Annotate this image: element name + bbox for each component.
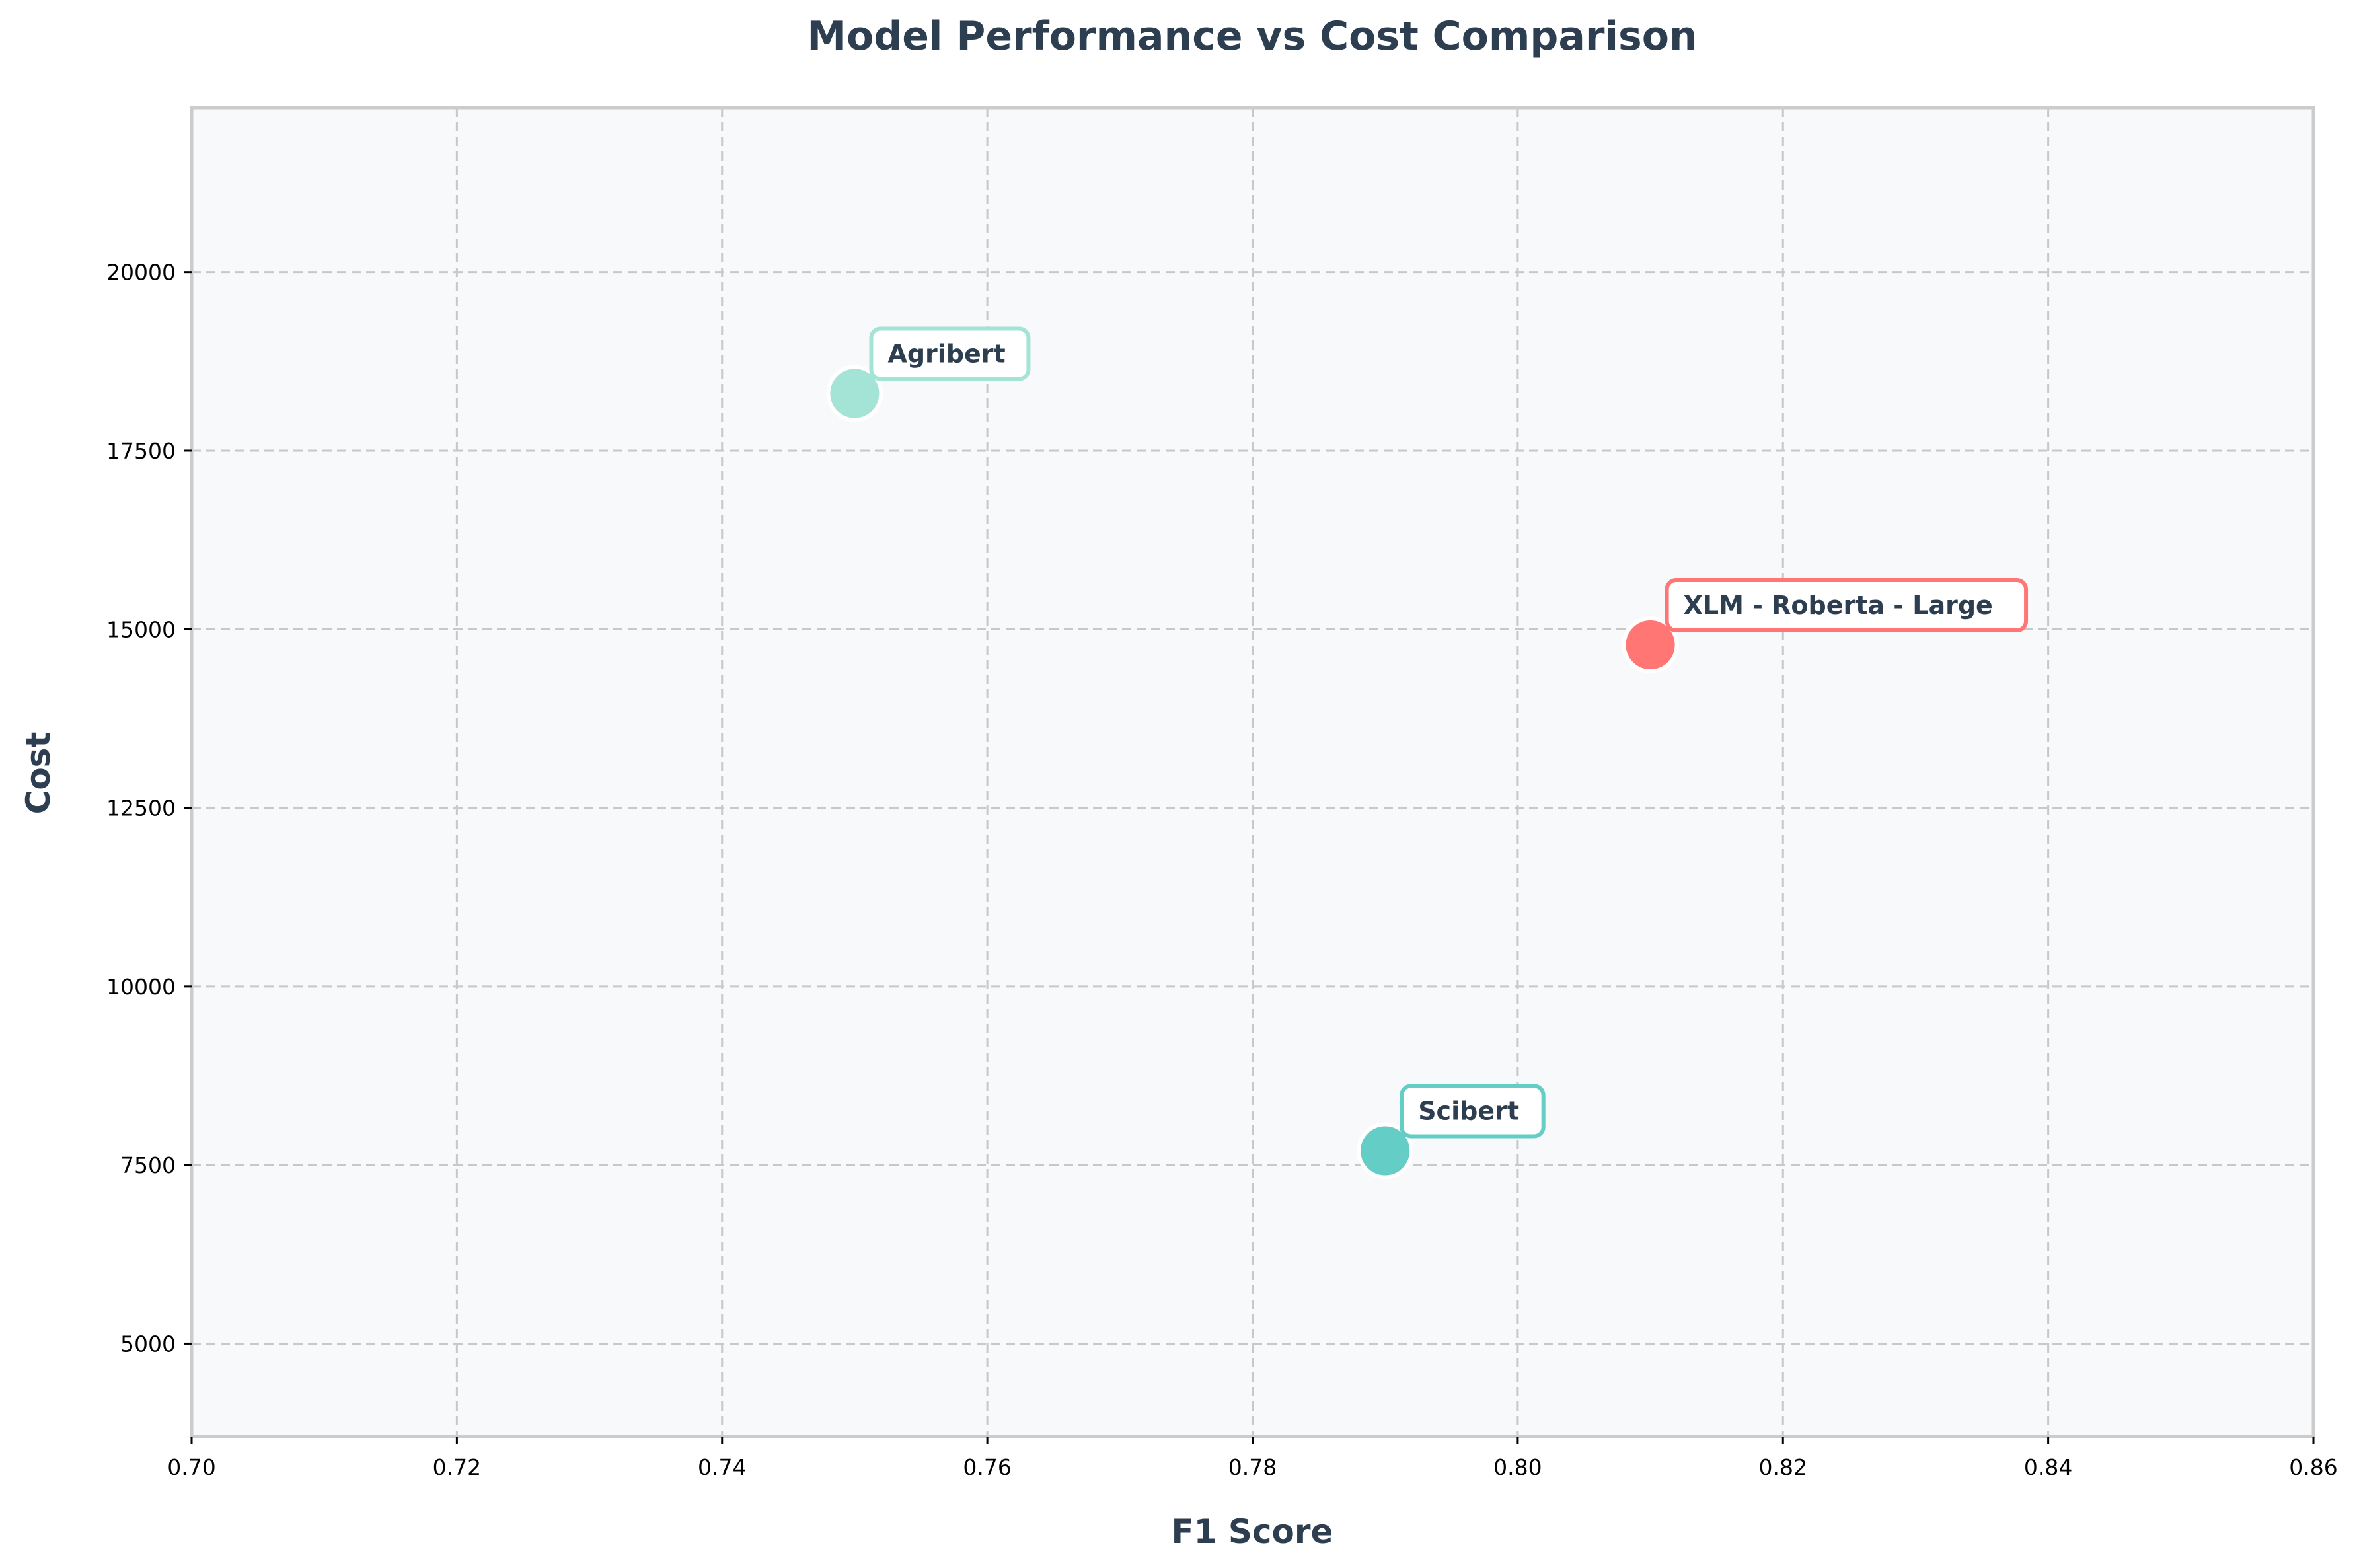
scatter-point [1622, 616, 1679, 674]
x-tick-label: 0.70 [167, 1454, 215, 1480]
annotation-box [869, 326, 1031, 381]
plot-area [192, 108, 2313, 1437]
data-points: Agribert XLM - Roberta - Large Scibert [826, 326, 2029, 1179]
y-tick-label: 12500 [106, 796, 176, 821]
scatter-point [826, 365, 883, 422]
chart-title: Model Performance vs Cost Comparison [807, 13, 1697, 59]
annotation-box [1400, 1084, 1546, 1139]
annotation-box [1665, 578, 2029, 633]
y-tick-label: 15000 [106, 616, 176, 642]
y-axis-ticks: 5000 7500 10000 12500 15000 17500 20000 [106, 260, 192, 1357]
x-tick-label: 0.74 [698, 1454, 746, 1480]
x-axis-label: F1 Score [1172, 1512, 1333, 1551]
x-axis-ticks: 0.70 0.72 0.74 0.76 0.78 0.80 0.82 0.84 0.86 [167, 1437, 2338, 1480]
x-tick-label: 0.82 [1759, 1454, 1807, 1480]
point-scibert: Scibert [1357, 1084, 1546, 1179]
x-tick-label: 0.80 [1493, 1454, 1542, 1480]
x-tick-label: 0.78 [1228, 1454, 1277, 1480]
y-tick-label: 17500 [106, 438, 176, 464]
y-tick-label: 7500 [120, 1152, 176, 1178]
y-axis-label: Cost [19, 732, 57, 815]
point-label: Scibert [1418, 1097, 1519, 1126]
x-tick-label: 0.72 [433, 1454, 481, 1480]
point-label: XLM - Roberta - Large [1684, 591, 1993, 620]
x-tick-label: 0.84 [2024, 1454, 2072, 1480]
point-xlm-roberta-large: XLM - Roberta - Large [1622, 578, 2029, 674]
y-tick-label: 10000 [106, 974, 176, 1000]
scatter-point [1357, 1122, 1414, 1179]
x-tick-label: 0.76 [963, 1454, 1011, 1480]
y-tick-label: 20000 [106, 260, 176, 285]
point-label: Agribert [887, 339, 1005, 368]
x-tick-label: 0.86 [2289, 1454, 2337, 1480]
y-tick-label: 5000 [120, 1331, 176, 1357]
point-agribert: Agribert [826, 326, 1031, 422]
